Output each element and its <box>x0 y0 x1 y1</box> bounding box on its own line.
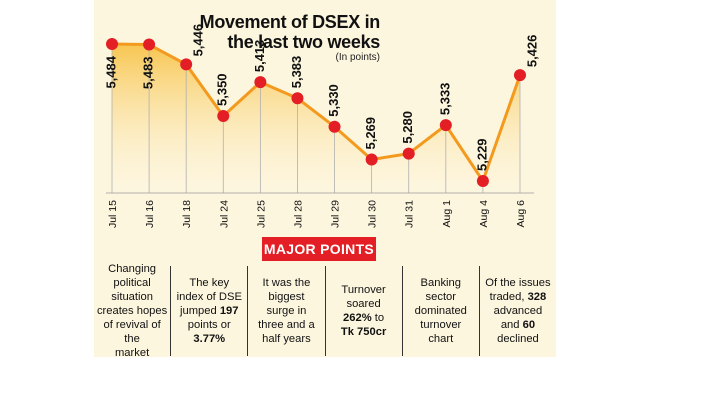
chart-title-line2: the last two weeks <box>227 32 380 52</box>
major-point-text: sector <box>425 291 456 303</box>
data-label: 5,333 <box>437 83 452 116</box>
major-point-text: biggest <box>268 291 305 303</box>
data-label: 5,426 <box>524 35 539 68</box>
data-label: 5,413 <box>252 40 267 73</box>
major-point-text: advanced <box>493 305 543 317</box>
x-tick-label: Jul 28 <box>292 200 304 228</box>
x-tick-label: Jul 29 <box>330 200 342 228</box>
data-label: 5,229 <box>474 138 489 171</box>
data-point-marker <box>328 120 341 133</box>
major-point-text: Banking <box>420 277 461 289</box>
major-point-text: 262% to <box>343 312 385 324</box>
major-point-text: jumped 197 <box>180 305 239 317</box>
x-tick-label: Aug 1 <box>441 200 453 228</box>
data-label: 5,280 <box>400 111 415 144</box>
major-point-text: Tk 750cr <box>340 326 387 338</box>
major-point-item: Turnover soared 262% to Tk 750cr <box>326 266 403 356</box>
major-points-badge: MAJOR POINTS <box>262 237 376 261</box>
data-point-marker <box>439 119 452 132</box>
major-point-text: The key <box>189 277 230 289</box>
major-point-text: Turnover <box>341 284 386 296</box>
data-point-marker <box>217 109 230 122</box>
x-tick-label: Jul 24 <box>218 200 230 228</box>
x-tick-label: Jul 15 <box>107 200 119 228</box>
major-point-text: Of the issues <box>485 277 551 289</box>
data-point-marker <box>365 153 378 166</box>
major-point-text: half years <box>262 333 311 345</box>
major-point-item: Banking sector dominated turnover chart <box>403 266 480 356</box>
chart-title-line1: Movement of DSEX in <box>199 12 381 32</box>
major-point-text: three and a <box>258 319 315 331</box>
series-line <box>111 42 522 183</box>
major-point-text: of revival of the <box>103 319 161 345</box>
major-point-text: It was the <box>262 277 311 289</box>
major-point-text: turnover <box>420 319 462 331</box>
data-point-marker <box>476 175 489 187</box>
x-tick-label: Jul 25 <box>255 200 267 228</box>
data-label: 5,383 <box>289 56 304 89</box>
major-point-text: points or <box>187 319 231 331</box>
major-point-text: dominated <box>414 305 467 317</box>
data-point-marker <box>106 38 118 50</box>
x-tick-label: Jul 16 <box>144 200 156 228</box>
major-point-text: traded, 328 <box>489 291 547 303</box>
data-point-marker <box>402 147 415 160</box>
data-label: 5,330 <box>326 84 341 117</box>
x-tick-label: Jul 18 <box>181 200 193 228</box>
x-tick-label: Jul 31 <box>404 200 416 228</box>
major-point-text: 3.77% <box>193 333 226 345</box>
major-point-text: declined <box>497 333 539 345</box>
major-point-text: soared <box>346 298 381 310</box>
major-point-text: index of DSE <box>176 291 242 303</box>
major-point-text: Changing <box>108 263 157 275</box>
dsex-line-chart: 5,484 5,483 5,446 5,350 5,413 5,383 5,330 5,269… <box>103 24 539 228</box>
data-point-marker <box>143 38 156 51</box>
data-point-marker <box>514 69 526 82</box>
data-point-marker <box>254 76 267 89</box>
chart-subtitle: (In points) <box>335 52 380 63</box>
major-point-item: Changing political situation creates hopes… <box>94 263 172 359</box>
x-tick-label: Aug 6 <box>515 200 527 228</box>
x-tick-label: Aug 4 <box>478 200 490 228</box>
data-label: 5,269 <box>363 117 378 150</box>
major-point-item: Of the issues traded, 328 advanced and 60 de… <box>480 266 556 356</box>
area-fill <box>112 44 520 193</box>
major-point-text: creates hopes <box>96 305 168 317</box>
data-label: 5,446 <box>191 24 206 57</box>
major-point-text: surge in <box>266 305 307 317</box>
major-point-item: It was the biggest surge in three and a half… <box>248 266 326 356</box>
major-points-row: Changing political situation creates hopes… <box>94 263 556 359</box>
major-point-text: political situation <box>111 277 153 303</box>
major-point-item: The key index of DSE jumped 197 points or 3.… <box>171 266 249 356</box>
data-point-marker <box>291 92 304 105</box>
x-tick-label: Jul 30 <box>367 200 379 228</box>
data-label: 5,350 <box>215 73 230 106</box>
data-label: 5,484 <box>103 55 118 88</box>
major-point-text: chart <box>428 333 454 345</box>
major-point-text: market <box>114 347 150 359</box>
data-point-marker <box>180 58 193 71</box>
data-label: 5,483 <box>141 57 156 90</box>
major-point-text: and 60 <box>500 319 536 331</box>
